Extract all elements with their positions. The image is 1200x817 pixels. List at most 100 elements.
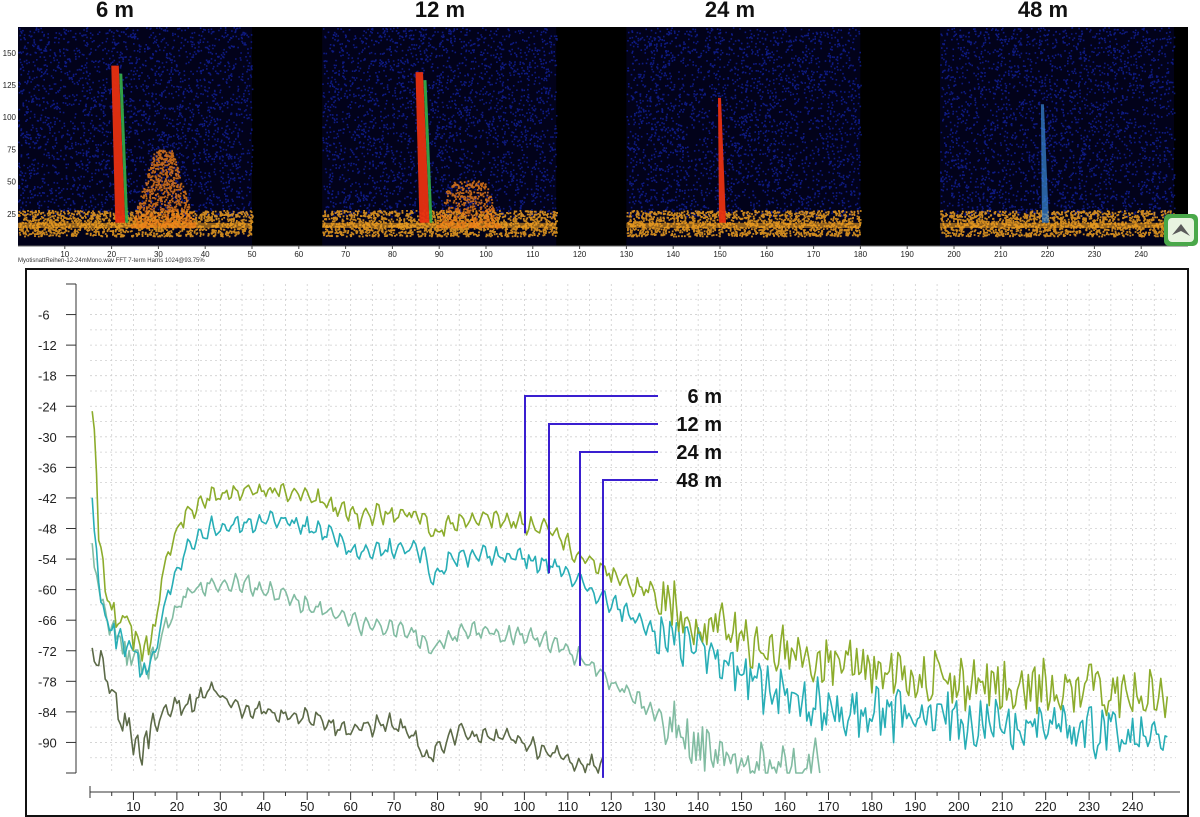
spectrum-x-tick-label: 180 bbox=[861, 799, 883, 814]
spectrogram-panel bbox=[18, 27, 254, 246]
spectrogram-noise bbox=[626, 27, 862, 218]
series-label: 6 m bbox=[688, 386, 722, 408]
spectrum-x-tick-label: 100 bbox=[514, 799, 536, 814]
series-label: 12 m bbox=[676, 414, 722, 436]
spectrum-y-tick-label: -42 bbox=[38, 491, 57, 506]
spectrogram-call-harmonic bbox=[119, 73, 129, 223]
series-line bbox=[91, 497, 1168, 760]
spectrogram-x-tick-label: 200 bbox=[947, 250, 961, 259]
spectrogram-title-48m: 48 m bbox=[1018, 0, 1068, 22]
spectrogram-x-tick-label: 100 bbox=[479, 250, 493, 259]
spectrum-x-tick-label: 160 bbox=[774, 799, 796, 814]
spectrum-x-tick-label: 60 bbox=[343, 799, 357, 814]
spectrogram-x-tick-label: 60 bbox=[294, 250, 303, 259]
spectrogram-x-tick-label: 50 bbox=[248, 250, 257, 259]
spectrogram-echo bbox=[130, 149, 197, 229]
spectrum-y-tick-label: -30 bbox=[38, 430, 57, 445]
spectrum-chart: -6 -12 -18 -24 -30 -36 -42 -48 -54 -60 -66 -72 -78 -8… bbox=[38, 283, 1180, 814]
spectrum-x-tick-label: 170 bbox=[818, 799, 840, 814]
spectrum-y-tick-label: -66 bbox=[38, 613, 57, 628]
series-line bbox=[91, 411, 1169, 719]
series-label: 48 m bbox=[676, 470, 722, 492]
spectrogram-call bbox=[718, 97, 726, 223]
spectrum-x-tick-label: 70 bbox=[387, 799, 401, 814]
spectrum-y-tick-label: -90 bbox=[38, 735, 57, 750]
spectrum-x-tick-label: 10 bbox=[126, 799, 140, 814]
spectrum-x-tick-label: 210 bbox=[991, 799, 1013, 814]
spectrum-y-tick-label: -78 bbox=[38, 674, 57, 689]
spectrogram-panel-bg bbox=[939, 27, 1174, 246]
spectrum-x-tick-label: 90 bbox=[474, 799, 488, 814]
app-logo-icon bbox=[1164, 214, 1198, 246]
spectrum-y-tick-label: -6 bbox=[38, 308, 50, 323]
spectrogram-x-tick-label: 120 bbox=[573, 250, 587, 259]
spectrogram-panel bbox=[322, 27, 558, 246]
spectrum-x-tick-label: 190 bbox=[905, 799, 927, 814]
spectrum-y-tick-label: -54 bbox=[38, 552, 57, 567]
spectrogram-call bbox=[415, 72, 430, 223]
series-line bbox=[91, 647, 604, 774]
spectrogram-x-tick-label: 240 bbox=[1135, 250, 1149, 259]
spectrogram-caption: MyotisnattReihen-12-24mMono.wav FFT 7-te… bbox=[18, 258, 205, 264]
spectrogram-x-tick-label: 90 bbox=[435, 250, 444, 259]
spectrogram-x-tick-label: 40 bbox=[201, 250, 210, 259]
spectrogram-echo bbox=[436, 180, 502, 229]
spectrogram-panel bbox=[939, 27, 1176, 246]
spectrogram-x-tick-label: 230 bbox=[1088, 250, 1102, 259]
spectrum-x-tick-label: 50 bbox=[300, 799, 314, 814]
spectrum-x-tick-label: 130 bbox=[644, 799, 666, 814]
callout-line bbox=[524, 395, 658, 534]
spectrogram-call bbox=[1040, 104, 1049, 223]
spectrum-y-tick-label: -72 bbox=[38, 644, 57, 659]
spectrum-y-tick-label: -18 bbox=[38, 369, 57, 384]
spectrogram-x-tick-label: 160 bbox=[760, 250, 774, 259]
spectrogram-x-tick-label: 30 bbox=[154, 250, 163, 259]
spectrogram-floor-band bbox=[939, 222, 1174, 228]
spectrum-x-tick-label: 120 bbox=[600, 799, 622, 814]
spectrogram-noise bbox=[322, 27, 558, 218]
spectrogram-y-tick-label: 125 bbox=[3, 81, 17, 90]
spectrogram-x-tick-label: 20 bbox=[107, 250, 116, 259]
callout-line bbox=[548, 423, 658, 574]
spectrogram: 10 20 30 40 50 60 70 80 90 100 110 120 130 140 150 160 1… bbox=[3, 27, 1188, 259]
spectrogram-call-harmonic bbox=[423, 80, 433, 223]
spectrogram-x-tick-label: 70 bbox=[341, 250, 350, 259]
spectrum-y-tick-label: -12 bbox=[38, 338, 57, 353]
spectrogram-title-6m: 6 m bbox=[96, 0, 134, 22]
spectrum-y-tick-label: -48 bbox=[38, 522, 57, 537]
spectrogram-x-tick-label: 130 bbox=[620, 250, 634, 259]
spectrogram-x-tick-label: 80 bbox=[388, 250, 397, 259]
spectrum-frame bbox=[25, 268, 1189, 817]
spectrogram-x-tick-label: 140 bbox=[667, 250, 681, 259]
spectrogram-title-24m: 24 m bbox=[705, 0, 755, 22]
spectrogram-x-tick-label: 10 bbox=[60, 250, 69, 259]
callout-line bbox=[579, 451, 658, 666]
spectrogram-x-tick-label: 220 bbox=[1041, 250, 1055, 259]
spectrogram-call bbox=[111, 65, 126, 223]
spectrum-x-tick-label: 40 bbox=[257, 799, 271, 814]
spectrogram-floor bbox=[322, 209, 558, 238]
spectrum-y-tick-label: -24 bbox=[38, 399, 57, 414]
spectrogram-x-tick-label: 110 bbox=[526, 250, 539, 259]
spectrogram-floor bbox=[626, 209, 862, 238]
spectrum-x-tick-label: 220 bbox=[1035, 799, 1057, 814]
spectrogram-x-tick-label: 170 bbox=[807, 250, 821, 259]
spectrogram-y-tick-label: 150 bbox=[3, 49, 17, 58]
spectrum-x-tick-label: 80 bbox=[430, 799, 444, 814]
spectrogram-y-tick-label: 50 bbox=[7, 178, 16, 187]
spectrogram-x-tick-label: 180 bbox=[854, 250, 868, 259]
spectrum-x-tick-label: 200 bbox=[948, 799, 970, 814]
series-label: 24 m bbox=[676, 442, 722, 464]
spectrum-y-tick-label: -60 bbox=[38, 583, 57, 598]
callout-line bbox=[602, 479, 658, 778]
spectrogram-y-tick-label: 25 bbox=[7, 210, 16, 219]
spectrum-y-tick-label: -84 bbox=[38, 705, 57, 720]
spectrogram-noise bbox=[940, 27, 1176, 218]
series-line bbox=[91, 543, 821, 774]
spectrogram-title-12m: 12 m bbox=[415, 0, 465, 22]
spectrum-x-tick-label: 230 bbox=[1078, 799, 1100, 814]
spectrogram-y-tick-label: 75 bbox=[7, 145, 16, 154]
spectrum-x-tick-label: 240 bbox=[1122, 799, 1144, 814]
spectrogram-x-tick-label: 210 bbox=[994, 250, 1008, 259]
